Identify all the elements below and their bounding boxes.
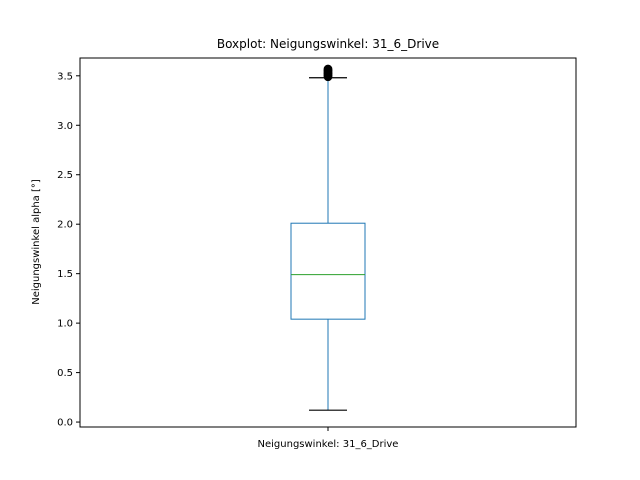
plot-frame [79,57,577,428]
y-tick-label: 3.5 [57,71,73,82]
y-axis-label: Neigungswinkel alpha [°] [31,179,42,305]
y-tick-label: 2.0 [57,220,73,231]
chart-title: Boxplot: Neigungswinkel: 31_6_Drive [217,37,439,51]
y-tick-label: 3.0 [57,121,73,132]
y-axis: 0.0 0.5 1.0 1.5 2.0 2.5 3.0 3.5 [57,71,80,429]
y-tick-label: 0.0 [57,418,73,429]
x-tick-label: Neigungswinkel: 31_6_Drive [258,439,399,450]
y-tick-label: 0.5 [57,368,73,379]
y-tick-label: 1.5 [57,269,73,280]
outlier-point [323,64,333,74]
y-tick-label: 1.0 [57,319,73,330]
y-tick-label: 2.5 [57,170,73,181]
x-axis: Neigungswinkel: 31_6_Drive [258,427,399,450]
plot-area [290,64,366,411]
iqr-box [290,222,366,320]
